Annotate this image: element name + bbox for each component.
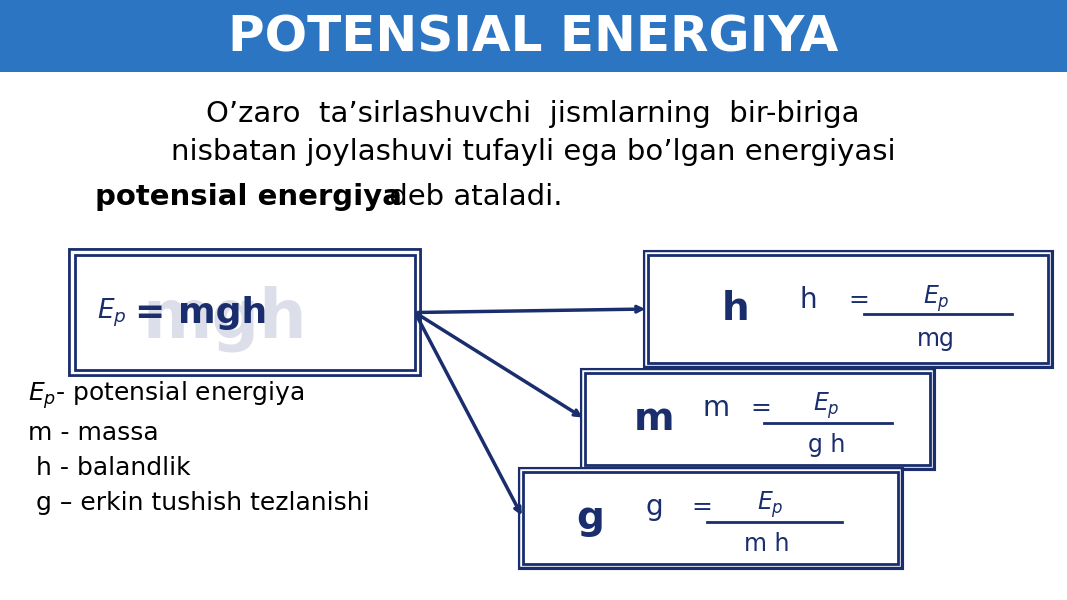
Text: h: h xyxy=(722,290,750,328)
FancyBboxPatch shape xyxy=(523,472,898,564)
Text: m - massa: m - massa xyxy=(28,421,159,445)
FancyBboxPatch shape xyxy=(585,373,930,465)
FancyBboxPatch shape xyxy=(648,255,1048,363)
Text: $E_p$: $E_p$ xyxy=(923,283,950,314)
Text: =: = xyxy=(848,289,869,313)
Text: g: g xyxy=(646,493,663,521)
Text: $E_p$: $E_p$ xyxy=(97,296,127,329)
Text: $E_p$: $E_p$ xyxy=(758,490,784,520)
Text: deb ataladi.: deb ataladi. xyxy=(380,183,562,211)
Text: g – erkin tushish tezlanishi: g – erkin tushish tezlanishi xyxy=(28,491,369,515)
Text: =: = xyxy=(691,495,713,519)
FancyBboxPatch shape xyxy=(523,472,898,564)
Text: O’zaro  ta’sirlashuvchi  jismlarning  bir-biriga: O’zaro ta’sirlashuvchi jismlarning bir-b… xyxy=(206,100,860,128)
FancyBboxPatch shape xyxy=(0,0,1067,72)
FancyBboxPatch shape xyxy=(648,255,1048,363)
FancyBboxPatch shape xyxy=(585,373,930,465)
Text: $E_p$: $E_p$ xyxy=(813,391,840,421)
FancyBboxPatch shape xyxy=(523,472,898,564)
FancyBboxPatch shape xyxy=(585,373,930,465)
FancyBboxPatch shape xyxy=(75,255,415,370)
Text: g h: g h xyxy=(808,433,845,457)
FancyBboxPatch shape xyxy=(75,255,415,370)
Text: potensial energiya: potensial energiya xyxy=(95,183,402,211)
FancyBboxPatch shape xyxy=(648,255,1048,363)
Text: h - balandlik: h - balandlik xyxy=(28,456,191,480)
Text: mgh: mgh xyxy=(143,285,307,352)
Text: m h: m h xyxy=(744,532,790,556)
Text: = mgh: = mgh xyxy=(136,295,267,329)
Text: g: g xyxy=(576,499,604,537)
Text: nisbatan joylashuvi tufayli ega bo’lgan energiyasi: nisbatan joylashuvi tufayli ega bo’lgan … xyxy=(171,138,895,166)
Text: POTENSIAL ENERGIYA: POTENSIAL ENERGIYA xyxy=(228,14,839,62)
Text: mg: mg xyxy=(917,327,955,351)
Text: h: h xyxy=(799,286,817,314)
FancyBboxPatch shape xyxy=(75,255,415,370)
Text: m: m xyxy=(702,394,730,422)
Text: $E_p$- potensial energiya: $E_p$- potensial energiya xyxy=(28,379,304,411)
Text: m: m xyxy=(634,400,674,438)
Text: =: = xyxy=(750,396,771,420)
